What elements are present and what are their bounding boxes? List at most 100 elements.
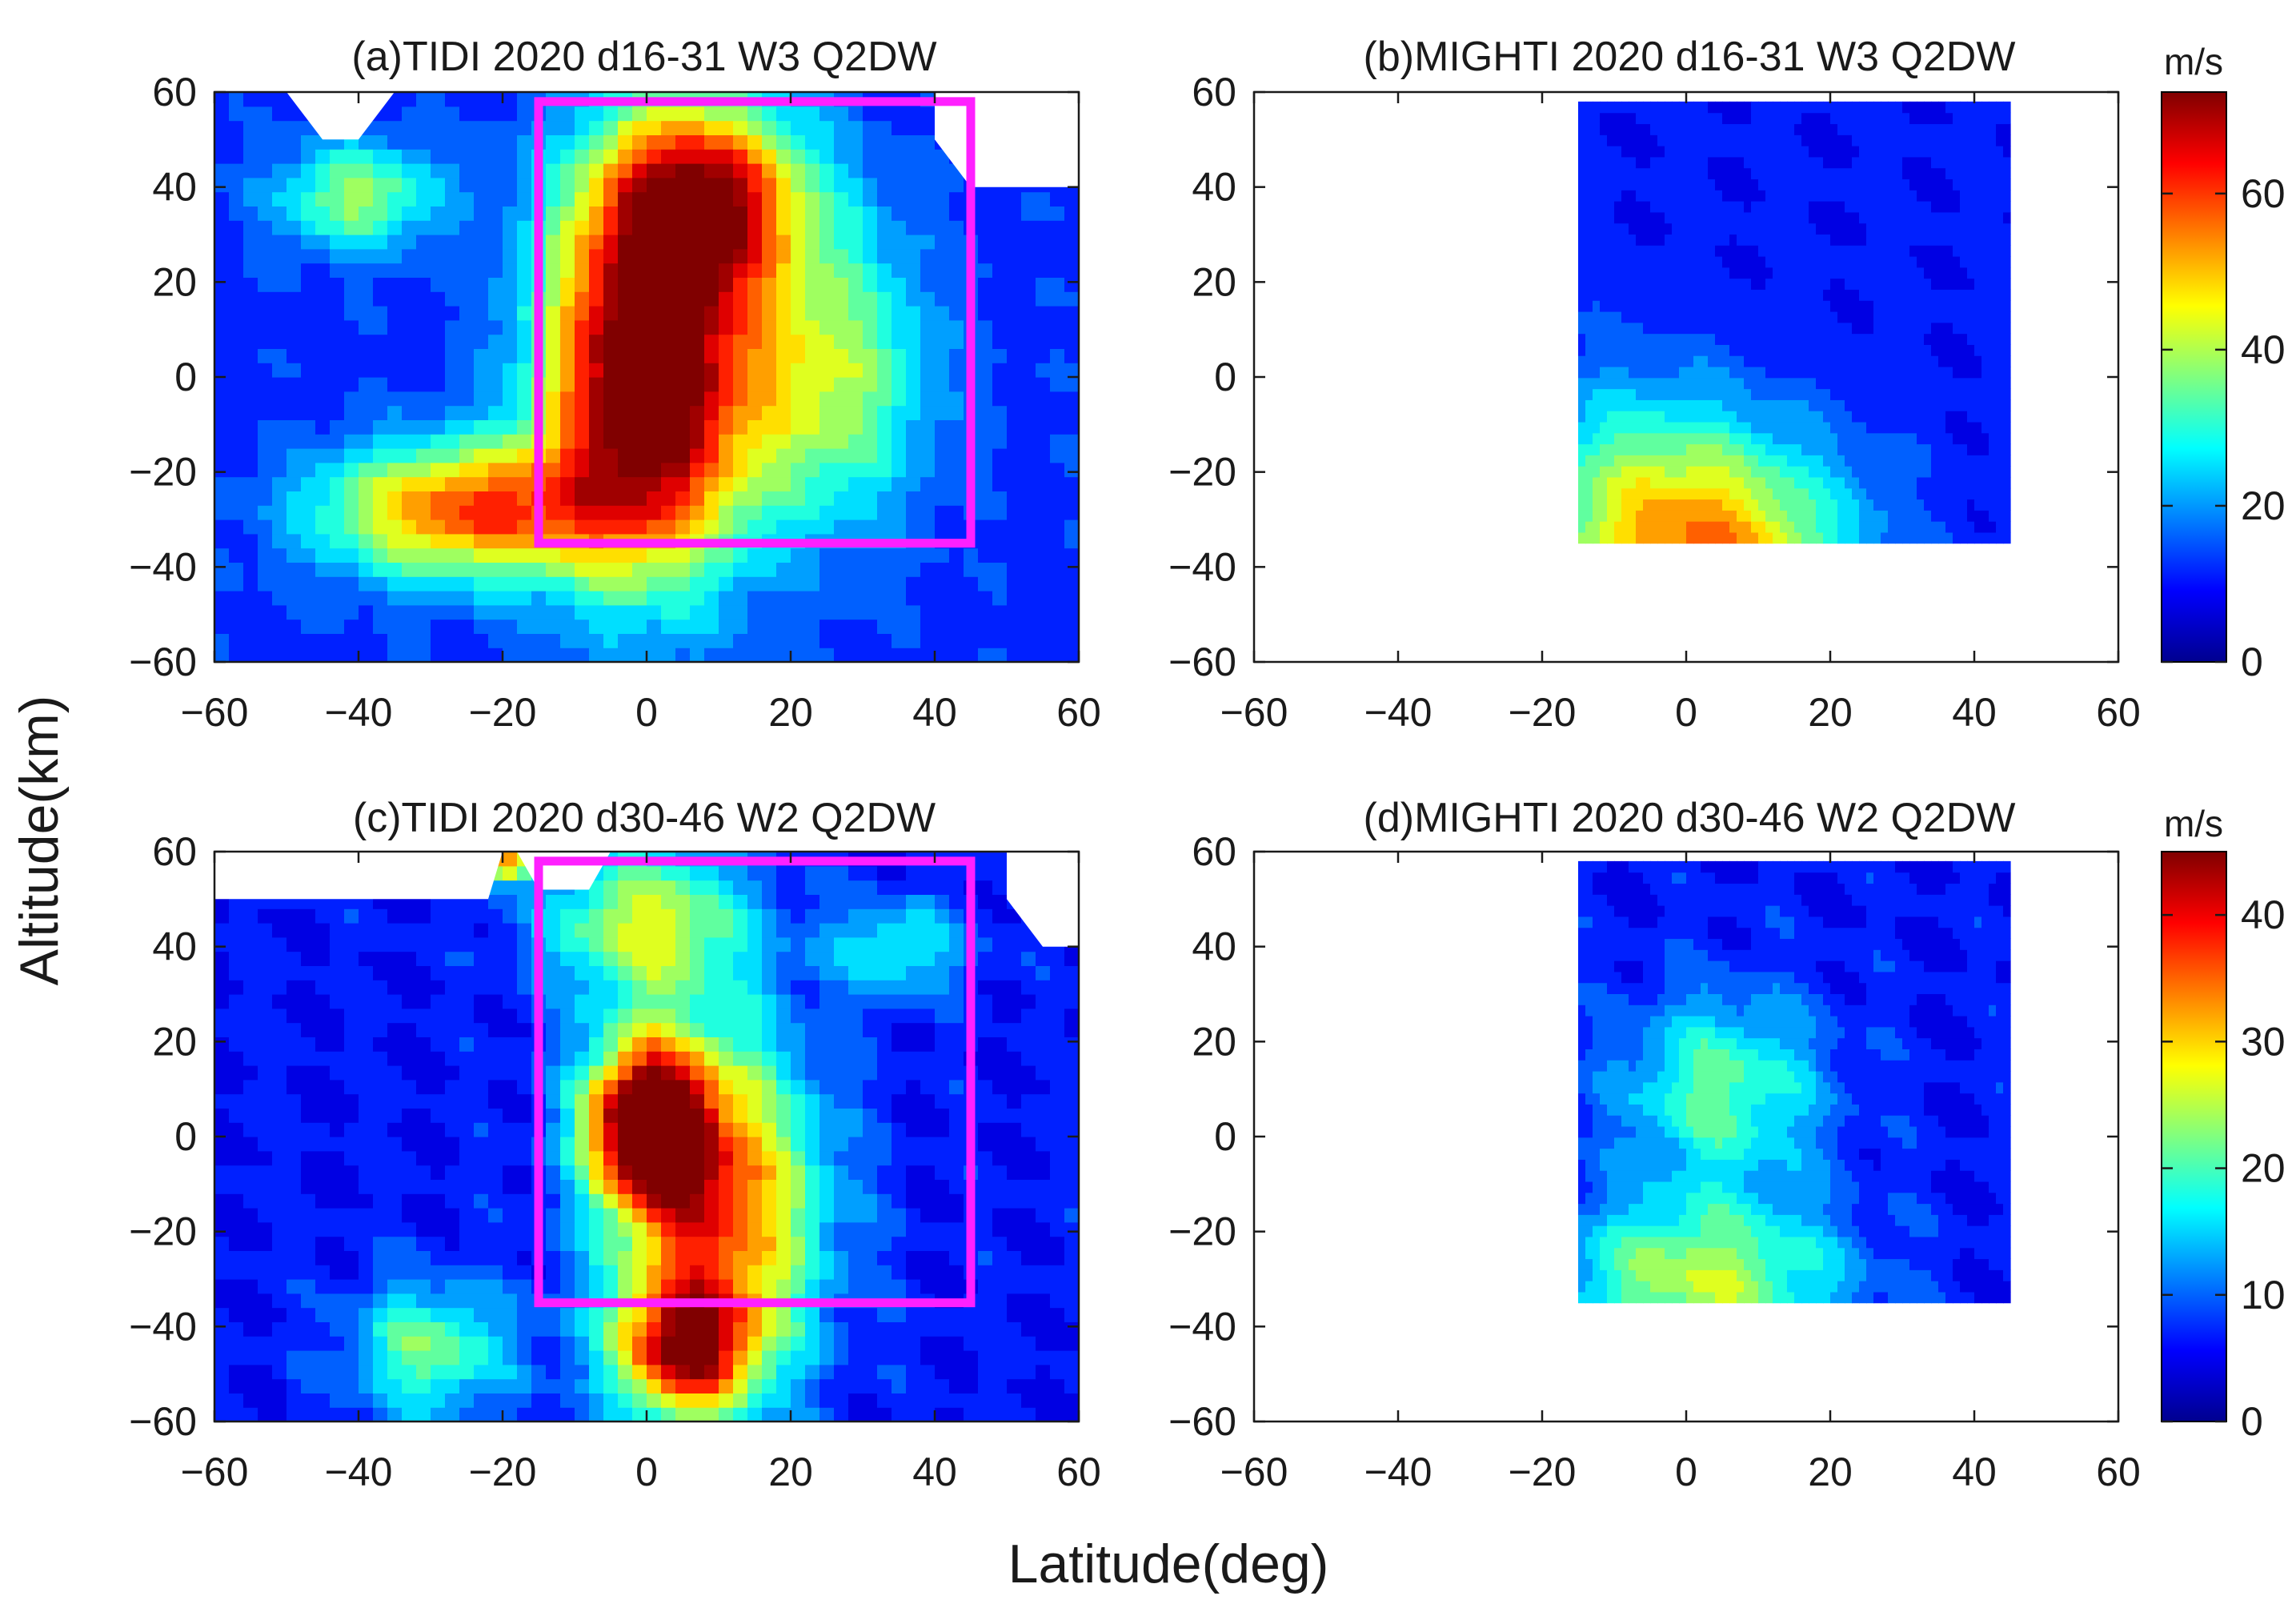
field-cell xyxy=(402,591,417,606)
field-cell xyxy=(805,348,820,363)
field-cell xyxy=(1722,521,1730,533)
field-cell xyxy=(1866,167,1874,180)
field-cell xyxy=(1917,510,1925,522)
field-cell xyxy=(1744,311,1752,323)
field-cell xyxy=(1650,355,1658,367)
field-cell xyxy=(575,491,590,506)
field-cell xyxy=(1989,201,1997,213)
field-cell xyxy=(992,547,1008,563)
field-cell xyxy=(1679,476,1687,489)
field-cell xyxy=(747,191,763,207)
field-cell xyxy=(301,533,316,549)
field-cell xyxy=(1945,399,1953,411)
field-cell xyxy=(834,106,849,122)
field-cell xyxy=(834,434,849,449)
field-cell xyxy=(1722,112,1730,125)
field-cell xyxy=(1917,377,1925,390)
field-cell xyxy=(1737,476,1745,489)
field-cell xyxy=(503,448,518,463)
field-cell xyxy=(805,476,820,491)
field-cell xyxy=(1007,319,1022,335)
field-cell xyxy=(1873,322,1881,335)
field-cell xyxy=(1050,547,1065,563)
field-cell xyxy=(1909,245,1917,257)
field-cell xyxy=(286,306,302,321)
field-cell xyxy=(791,434,806,449)
field-cell xyxy=(1701,421,1709,434)
field-cell xyxy=(949,491,964,506)
field-cell xyxy=(1578,531,1586,544)
field-cell xyxy=(1636,190,1644,202)
field-cell xyxy=(1945,377,1953,390)
field-cell xyxy=(431,319,446,335)
field-cell xyxy=(632,419,647,435)
field-cell xyxy=(877,633,892,648)
field-cell xyxy=(1643,499,1651,511)
field-cell xyxy=(1989,333,1997,345)
field-cell xyxy=(719,363,734,378)
field-cell xyxy=(1816,101,1824,114)
field-cell xyxy=(286,191,302,207)
field-cell xyxy=(805,319,820,335)
field-cell xyxy=(949,319,964,335)
field-cell xyxy=(675,505,691,520)
field-cell xyxy=(1050,533,1065,549)
field-cell xyxy=(1801,466,1809,478)
field-cell xyxy=(719,248,734,264)
field-cell xyxy=(848,648,864,663)
field-cell xyxy=(1809,355,1817,367)
field-cell xyxy=(1621,256,1629,268)
field-cell xyxy=(906,562,921,577)
field-cell xyxy=(1643,223,1651,235)
field-cell xyxy=(589,434,604,449)
field-cell xyxy=(1859,311,1867,323)
field-cell xyxy=(344,220,359,235)
field-cell xyxy=(892,163,907,178)
y-tick-label: 40 xyxy=(152,165,197,210)
field-cell xyxy=(1593,388,1601,400)
field-cell xyxy=(387,448,403,463)
field-cell xyxy=(272,633,287,648)
field-cell xyxy=(1751,377,1759,390)
field-cell xyxy=(747,149,763,164)
field-cell xyxy=(1873,289,1881,301)
field-cell xyxy=(1780,377,1788,390)
field-cell xyxy=(1924,388,1932,400)
field-cell xyxy=(1729,178,1737,190)
field-cell xyxy=(733,547,748,563)
field-cell xyxy=(1924,443,1932,455)
field-cell xyxy=(229,1137,244,1152)
field-cell xyxy=(373,277,388,292)
field-cell xyxy=(1960,510,1968,522)
field-cell xyxy=(1744,278,1752,290)
field-cell xyxy=(1787,499,1795,511)
field-cell xyxy=(618,277,633,292)
field-cell xyxy=(1578,499,1586,511)
field-cell xyxy=(1881,355,1889,367)
field-cell xyxy=(330,405,345,420)
field-cell xyxy=(1823,256,1831,268)
field-cell xyxy=(877,462,892,478)
field-cell xyxy=(1751,267,1759,279)
field-cell xyxy=(243,220,258,235)
field-cell xyxy=(1917,344,1925,356)
field-cell xyxy=(1708,278,1716,290)
field-cell xyxy=(675,547,691,563)
field-cell xyxy=(258,248,273,264)
x-tick-label: −40 xyxy=(325,690,393,735)
field-cell xyxy=(402,277,417,292)
field-cell xyxy=(791,462,806,478)
field-cell xyxy=(1989,411,1997,423)
field-cell xyxy=(1765,278,1773,290)
field-cell xyxy=(272,519,287,535)
field-cell xyxy=(402,120,417,135)
field-cell xyxy=(1924,355,1932,367)
field-cell xyxy=(1816,256,1824,268)
field-cell xyxy=(1722,300,1730,312)
field-cell xyxy=(819,377,835,392)
field-cell xyxy=(776,377,791,392)
field-cell xyxy=(1981,123,1989,135)
field-cell xyxy=(935,177,950,193)
field-cell xyxy=(1945,366,1953,379)
field-cell xyxy=(1701,146,1709,158)
